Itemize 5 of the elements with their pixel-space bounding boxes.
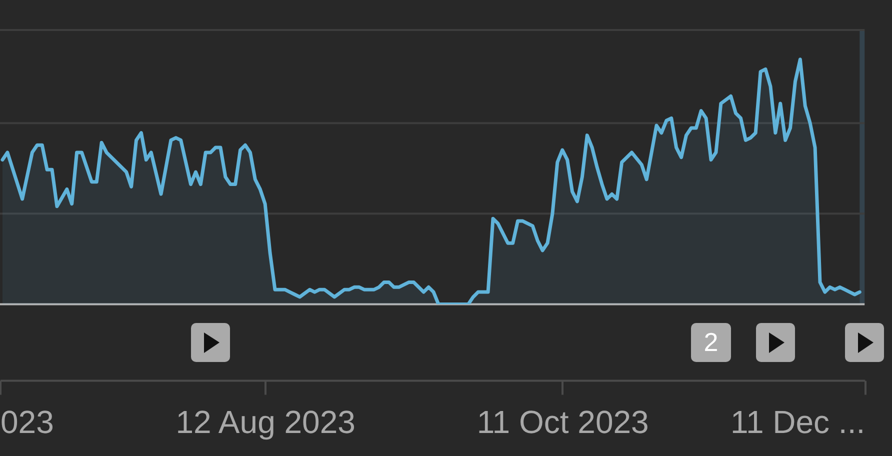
x-tick-label: 023 — [0, 404, 54, 440]
x-tick-label: 12 Aug 2023 — [176, 404, 356, 440]
number-badge: 2 — [691, 323, 731, 362]
x-tick-label: 11 Oct 2023 — [476, 404, 649, 440]
x-tick-label: 11 Dec ... — [730, 404, 866, 440]
